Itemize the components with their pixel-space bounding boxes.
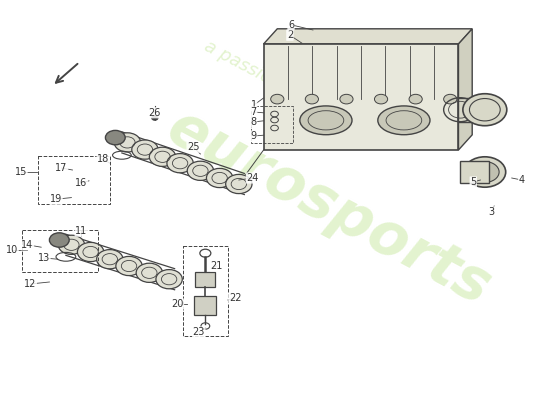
Bar <box>183 246 228 336</box>
Text: 7: 7 <box>251 107 257 117</box>
Circle shape <box>187 161 213 180</box>
Bar <box>195 272 215 287</box>
Circle shape <box>106 130 125 145</box>
Text: 1: 1 <box>251 100 257 110</box>
Text: 18: 18 <box>97 154 109 164</box>
Text: 14: 14 <box>21 240 34 250</box>
Text: 22: 22 <box>229 293 241 303</box>
Bar <box>251 106 293 143</box>
Polygon shape <box>459 29 472 150</box>
Circle shape <box>444 94 457 104</box>
Circle shape <box>156 270 182 289</box>
Circle shape <box>471 162 499 182</box>
Bar <box>263 44 459 150</box>
Text: 21: 21 <box>211 261 223 271</box>
Bar <box>22 230 98 272</box>
Circle shape <box>58 235 85 254</box>
Text: 2: 2 <box>287 30 293 40</box>
Circle shape <box>50 233 69 247</box>
Bar <box>460 161 488 183</box>
Circle shape <box>167 154 193 173</box>
Circle shape <box>464 157 505 187</box>
Circle shape <box>152 116 158 120</box>
Text: 23: 23 <box>192 327 205 337</box>
Text: a passion for parts s: a passion for parts s <box>201 37 370 139</box>
Circle shape <box>305 94 318 104</box>
Text: eurosports: eurosports <box>158 99 501 317</box>
Text: 11: 11 <box>75 226 87 236</box>
Text: 9: 9 <box>251 131 257 141</box>
Text: 13: 13 <box>38 253 50 263</box>
Circle shape <box>132 140 158 159</box>
Text: 8: 8 <box>251 117 257 127</box>
Text: 12: 12 <box>24 279 36 289</box>
Bar <box>459 98 488 122</box>
Text: 24: 24 <box>246 173 258 183</box>
Circle shape <box>226 174 252 194</box>
Circle shape <box>116 256 142 276</box>
Circle shape <box>114 133 141 152</box>
Ellipse shape <box>300 106 352 135</box>
Circle shape <box>409 94 422 104</box>
Bar <box>194 296 216 315</box>
Text: 6: 6 <box>288 20 294 30</box>
Text: 19: 19 <box>50 194 62 204</box>
Circle shape <box>340 94 353 104</box>
Text: 26: 26 <box>148 108 161 118</box>
Circle shape <box>97 250 123 269</box>
Circle shape <box>78 242 104 262</box>
Circle shape <box>375 94 388 104</box>
Circle shape <box>150 147 175 166</box>
Text: 25: 25 <box>187 142 200 152</box>
Text: 10: 10 <box>6 245 18 255</box>
Circle shape <box>206 168 233 188</box>
Text: 17: 17 <box>56 163 68 173</box>
Ellipse shape <box>378 106 430 135</box>
Circle shape <box>463 94 507 126</box>
Text: 3: 3 <box>488 207 494 217</box>
Text: 15: 15 <box>15 167 27 177</box>
Text: 5: 5 <box>470 177 476 187</box>
Polygon shape <box>263 29 472 44</box>
Text: 16: 16 <box>75 178 87 188</box>
Text: 20: 20 <box>171 299 184 309</box>
Circle shape <box>271 94 284 104</box>
Text: 4: 4 <box>519 175 525 185</box>
Bar <box>39 156 110 204</box>
Circle shape <box>136 263 163 282</box>
